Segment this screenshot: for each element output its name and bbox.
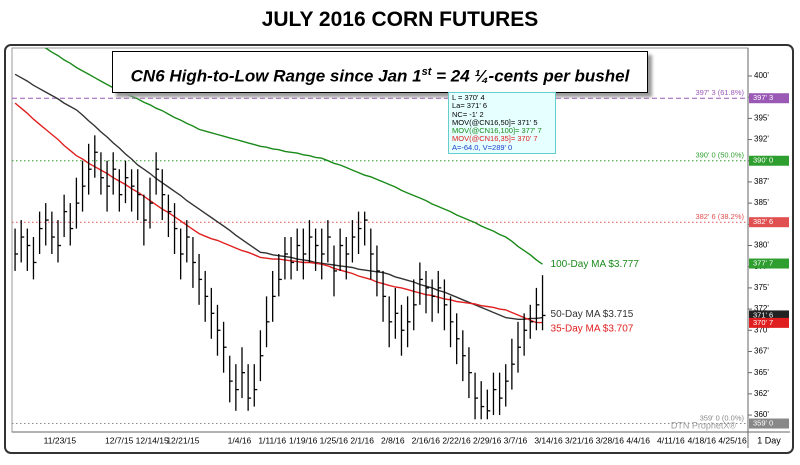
- x-tick-label: 1/25/16: [320, 435, 349, 445]
- ma-line: [44, 48, 543, 265]
- period-label: 1 Day: [757, 435, 781, 445]
- y-tick-label: 360': [754, 410, 769, 419]
- level-axis-box: [749, 155, 789, 166]
- x-tick-label: 3/28/16: [596, 435, 625, 445]
- y-tick-label: 387': [754, 177, 769, 186]
- y-tick-label: 375': [754, 283, 769, 292]
- level-label: 390' 0 (50.0%): [695, 151, 744, 160]
- plot: [12, 48, 748, 425]
- level-axis-box: [749, 418, 789, 429]
- y-tick-label: 395': [754, 113, 769, 122]
- level-label: 397' 3 (61.8%): [695, 88, 744, 97]
- x-tick-label: 4/18/16: [688, 435, 717, 445]
- x-tick-label: 3/7/16: [504, 435, 528, 445]
- info-line: A=-64.0, V=289' 0: [452, 142, 513, 152]
- level-axis-label: 359' 0: [753, 419, 773, 428]
- ma-label: 100-Day MA $3.777: [551, 259, 640, 270]
- x-tick-label: 4/11/16: [657, 435, 685, 445]
- level-axis-label: 390' 0: [753, 156, 773, 165]
- x-tick-label: 12/14/15: [136, 435, 169, 445]
- x-tick-label: 1/11/16: [258, 435, 286, 445]
- level-label: 359' 0 (0.0%): [700, 414, 745, 423]
- info-line: L = 370' 4: [452, 93, 485, 102]
- info-line: NC= -1' 2: [452, 109, 484, 119]
- x-tick-label: 12/21/15: [166, 435, 199, 445]
- x-tick-label: 2/8/16: [381, 435, 405, 445]
- price-marker-label: 371' 6: [753, 310, 773, 319]
- price-marker-box: [749, 317, 789, 328]
- x-tick-label: 3/21/16: [565, 435, 594, 445]
- plot-area: [11, 47, 749, 433]
- y-tick-label: 392': [754, 135, 769, 144]
- level-axis-label: 382' 6: [753, 217, 773, 226]
- y-tick-label: 400': [754, 71, 769, 80]
- level-label: 382' 6 (38.2%): [695, 212, 744, 221]
- x-tick-label: 1/19/16: [289, 435, 318, 445]
- price-marker-box: [749, 310, 789, 321]
- y-tick-label: 372': [754, 304, 769, 313]
- y-tick-label: 367': [754, 347, 769, 356]
- level-axis-box: [749, 217, 789, 228]
- y-tick-label: 365': [754, 368, 769, 377]
- ma-label: 50-Day MA $3.715: [551, 309, 634, 320]
- level-axis-label: 397' 3: [753, 93, 773, 102]
- info-line: MOV(@CN16,35]= 370' 7: [452, 134, 538, 144]
- subtitle-text: CN6 High-to-Low Range since Jan 1: [130, 66, 422, 86]
- x-tick-label: 4/25/16: [718, 435, 747, 445]
- subtitle: CN6 High-to-Low Range since Jan 1st = 24…: [112, 51, 648, 93]
- x-tick-label: 2/16/16: [412, 435, 441, 445]
- watermark: DTN ProphetX®: [671, 420, 737, 430]
- x-tick-label: 1/4/16: [228, 435, 252, 445]
- info-line: La= 371' 6: [452, 101, 488, 111]
- subtitle-sup: st: [421, 66, 432, 78]
- y-tick-label: 362': [754, 389, 769, 398]
- info-box: L = 370' 4 La= 371' 6 NC= -1' 2 MOV(@CN16,5…: [448, 92, 556, 155]
- y-tick-label: 385': [754, 198, 769, 207]
- info-line: MOV(@CN16,50]= 371' 5: [452, 117, 538, 127]
- level-axis-box: [749, 93, 789, 104]
- subtitle-text: = 24 ¼-cents per bushel: [431, 66, 630, 86]
- x-tick-label: 2/1/16: [350, 435, 374, 445]
- x-tick-label: 11/23/15: [44, 435, 77, 445]
- x-tick-label: 4/4/16: [626, 435, 650, 445]
- y-tick-label: 370': [754, 325, 769, 334]
- y-tick-label: 380': [754, 241, 769, 250]
- info-line: MOV(@CN16,100]= 377' 7: [452, 126, 542, 136]
- x-tick-label: 3/14/16: [534, 435, 563, 445]
- price-marker-label: 370' 7: [753, 318, 773, 327]
- x-tick-label: 2/22/16: [442, 435, 471, 445]
- ma-label: 35-Day MA $3.707: [551, 323, 634, 334]
- x-tick-label: 2/29/16: [473, 435, 502, 445]
- price-marker-box: [749, 258, 789, 269]
- price-marker-label: 377' 7: [753, 259, 773, 268]
- x-tick-label: 12/7/15: [105, 435, 134, 445]
- chart-title: JULY 2016 CORN FUTURES: [261, 8, 539, 31]
